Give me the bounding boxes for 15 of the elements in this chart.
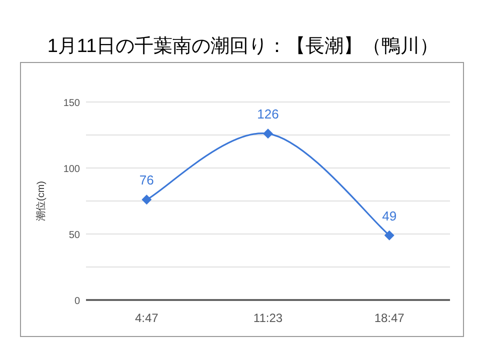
- point: [142, 194, 152, 205]
- data-label: 76: [139, 172, 154, 188]
- point: [263, 128, 273, 139]
- y-tick-label: 100: [63, 164, 80, 175]
- point: [384, 230, 394, 240]
- x-tick-label: 11:23: [253, 311, 283, 325]
- data-label: 49: [382, 208, 397, 224]
- y-tick-label: 50: [68, 230, 80, 241]
- x-tick-label: 18:47: [374, 311, 405, 325]
- y-tick-label: 150: [63, 98, 80, 109]
- data-label: 126: [257, 106, 279, 122]
- x-tick-label: 4:47: [134, 311, 159, 325]
- y-tick-label: 0: [74, 296, 80, 307]
- chart-title: 1月11日の千葉南の潮回り：【長潮】（鴨川）: [47, 36, 439, 57]
- y-axis-title: 潮位(cm): [35, 181, 47, 221]
